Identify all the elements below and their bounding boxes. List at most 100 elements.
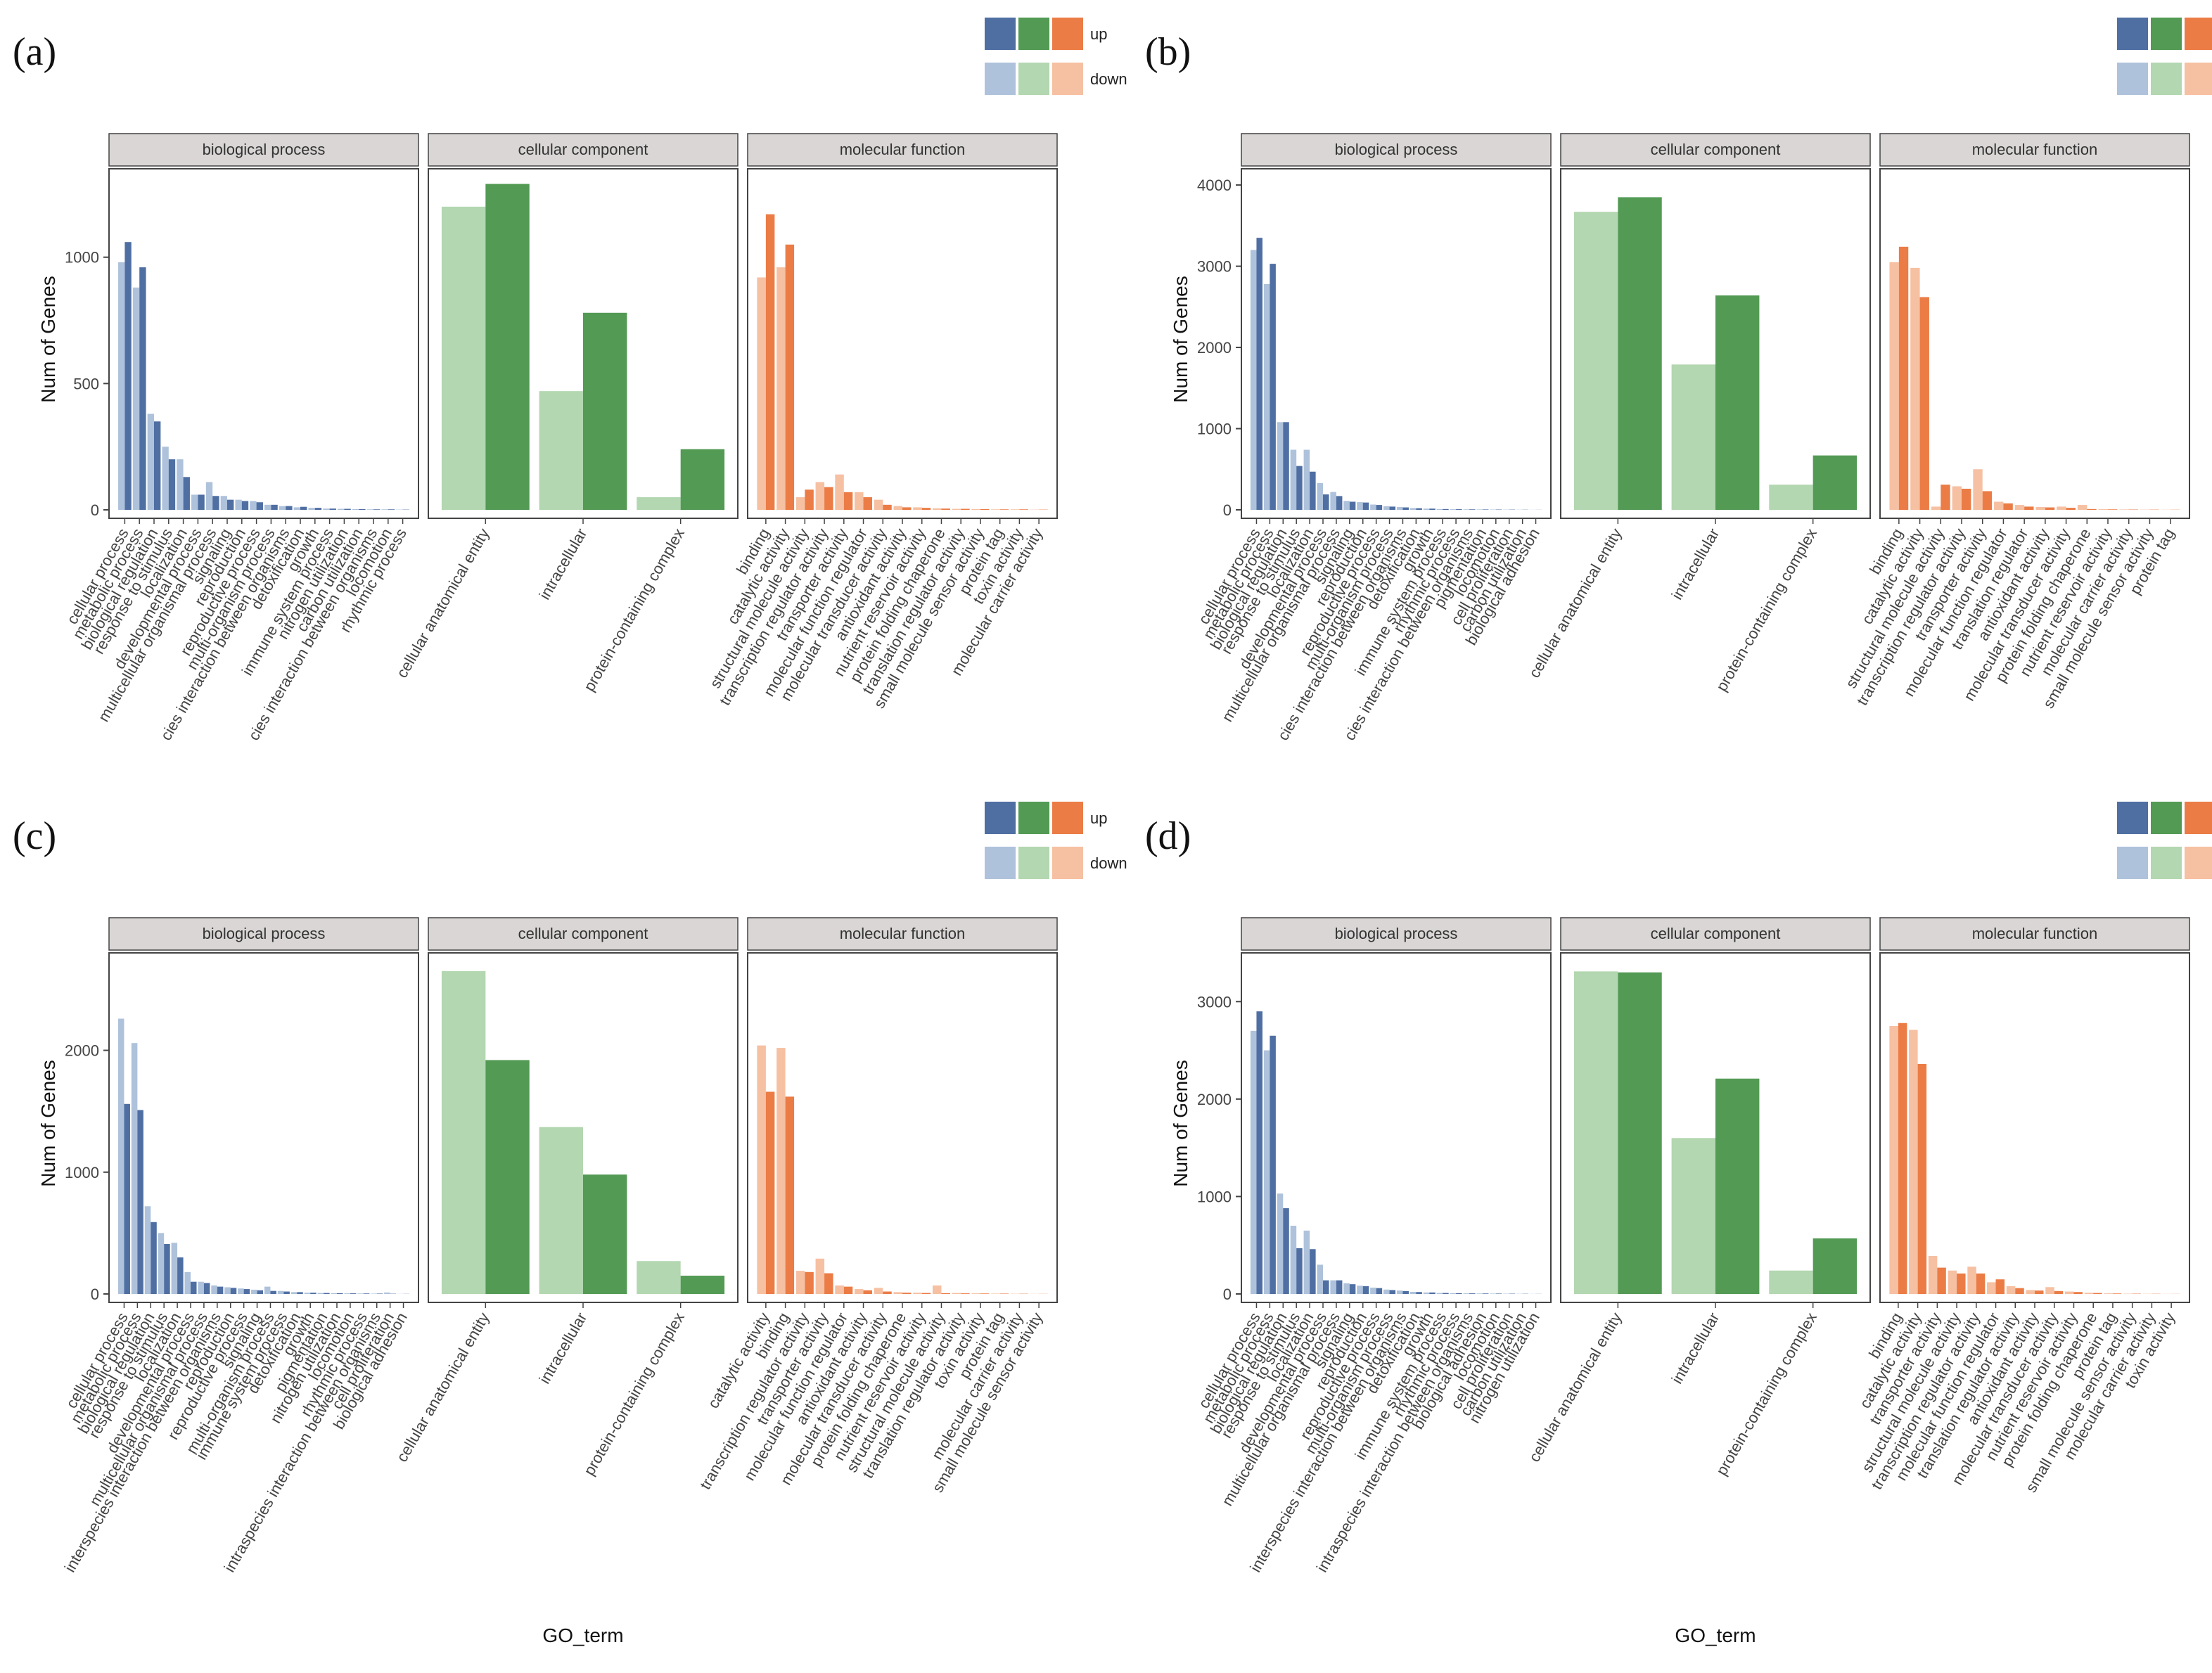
facet-strip <box>747 133 1058 167</box>
bar-down <box>162 447 169 510</box>
bar-up <box>1323 494 1329 510</box>
bar-down <box>1973 469 1983 510</box>
bar-up <box>1456 509 1462 510</box>
facet-panel-border <box>1879 168 2190 519</box>
bar-down <box>1987 1282 1996 1294</box>
bar-up <box>843 1286 853 1294</box>
bar-up <box>359 508 366 510</box>
y-tick-label: 500 <box>73 375 99 392</box>
bar-up <box>824 487 833 510</box>
bar-up <box>350 1293 357 1294</box>
x-category-label: cellular anatomical entity <box>1526 525 1625 681</box>
bar-down <box>2006 1286 2016 1294</box>
facet-strip <box>1879 133 2190 167</box>
bar-up <box>1482 509 1489 510</box>
bar-down <box>1671 364 1715 510</box>
bar-up <box>980 1293 990 1294</box>
facet-title: molecular function <box>1972 925 2098 942</box>
bar-down <box>2104 1293 2113 1294</box>
bar-down <box>279 506 286 510</box>
bar-down <box>205 482 213 510</box>
bar-down <box>1476 1293 1483 1294</box>
bar-up <box>883 504 892 510</box>
facet-strip <box>1560 917 1871 951</box>
bar-up <box>485 184 530 510</box>
bar-down <box>1463 1293 1469 1294</box>
facet-strip <box>1241 917 1552 951</box>
bar-up <box>1941 485 1950 510</box>
bar-down <box>1290 449 1297 510</box>
bar-up <box>1416 1292 1422 1294</box>
bar-up <box>961 508 970 510</box>
bar-up <box>485 1060 530 1294</box>
legend-swatch-up <box>1018 18 1049 50</box>
bar-up <box>1962 488 1971 510</box>
bar-down <box>855 492 864 510</box>
bar-down <box>952 508 961 510</box>
y-tick-label: 1000 <box>65 1164 99 1181</box>
y-tick-label: 0 <box>91 1286 99 1303</box>
bar-up <box>139 267 146 510</box>
bar-down <box>191 494 198 510</box>
bar-up <box>227 499 234 510</box>
facet-strip <box>1241 133 1552 167</box>
y-tick-label: 0 <box>91 501 99 519</box>
bar-down <box>1303 1230 1310 1294</box>
bar-down <box>2098 509 2108 510</box>
bar-down <box>835 1285 844 1294</box>
bar-down <box>1250 250 1257 510</box>
facet-strip <box>1879 917 2190 951</box>
bar-down <box>1967 1267 1976 1294</box>
x-category-label: protein-containing complex <box>1713 1309 1820 1478</box>
bar-down <box>1671 1138 1715 1294</box>
bar-up <box>1310 471 1316 510</box>
bar-down <box>637 1261 681 1294</box>
bar-up <box>2108 509 2118 510</box>
bar-up <box>1813 1238 1858 1294</box>
bar-down <box>776 1048 786 1294</box>
bar-up <box>241 501 249 510</box>
bar-down <box>1436 508 1443 510</box>
bar-up <box>1982 491 1993 510</box>
legend-swatch-down <box>2185 63 2212 95</box>
bar-up <box>2015 1288 2024 1294</box>
bar-down <box>991 1293 1000 1294</box>
facet-strip <box>428 133 739 167</box>
bar-up <box>1937 1267 1946 1294</box>
legend-swatch-up <box>1018 802 1049 834</box>
bar-up <box>765 214 775 510</box>
y-axis-title: Num of Genes <box>1170 1060 1191 1187</box>
facet-title: biological process <box>203 925 326 942</box>
bar-down <box>293 507 300 510</box>
bar-up <box>1283 422 1289 510</box>
bar-up <box>1349 1284 1356 1294</box>
bar-down <box>158 1233 165 1294</box>
legend-swatch-down <box>1052 63 1083 95</box>
legend-swatch-down <box>2151 63 2182 95</box>
bar-down <box>118 262 125 510</box>
bar-down <box>235 499 242 510</box>
bar-up <box>212 496 219 510</box>
bar-down <box>251 1289 257 1294</box>
bar-down <box>776 267 786 510</box>
bar-down <box>1277 1193 1284 1294</box>
bar-down <box>308 508 315 510</box>
bar-down <box>2035 506 2045 510</box>
bar-up <box>1469 509 1476 510</box>
facet-panel-border <box>108 168 419 519</box>
bar-down <box>2014 505 2025 510</box>
bar-up <box>961 1293 970 1294</box>
legend-swatch-up <box>2117 18 2148 50</box>
bar-down <box>757 277 766 510</box>
bar-down <box>250 501 257 510</box>
bar-up <box>1618 972 1662 1294</box>
y-tick-label: 3000 <box>1197 993 1232 1011</box>
bar-down <box>893 506 902 510</box>
